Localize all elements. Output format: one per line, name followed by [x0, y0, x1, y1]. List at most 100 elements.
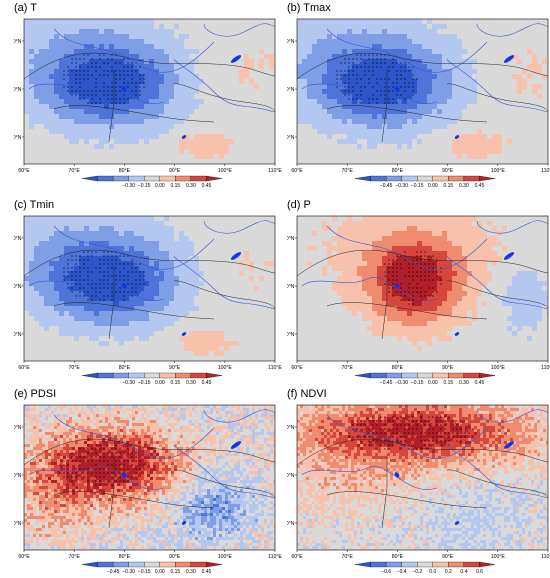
field-cell [224, 134, 229, 139]
field-cell [234, 69, 239, 74]
field-cell [322, 154, 327, 159]
field-cell [139, 251, 144, 256]
field-cell [99, 216, 104, 221]
field-cell [114, 271, 119, 276]
field-cell [139, 139, 144, 144]
field-cell [169, 296, 174, 301]
field-cell [124, 124, 129, 129]
field-cell [164, 129, 169, 134]
field-cell [144, 251, 149, 256]
field-cell [432, 59, 437, 64]
field-cell [64, 246, 69, 251]
field-cell [229, 286, 234, 291]
field-cell [134, 351, 139, 356]
field-cell [392, 59, 397, 64]
field-cell [174, 216, 179, 221]
field-cell [114, 69, 119, 74]
field-cell [204, 69, 209, 74]
field-cell [179, 241, 184, 246]
field-cell [119, 154, 124, 159]
field-cell [327, 149, 332, 154]
field-cell [184, 291, 189, 296]
field-cell [184, 246, 189, 251]
field-cell [229, 271, 234, 276]
field-cell [44, 316, 49, 321]
field-cell [224, 286, 229, 291]
field-cell [194, 69, 199, 74]
field-cell [307, 49, 312, 54]
field-cell [357, 124, 362, 129]
field-cell [204, 44, 209, 49]
field-cell [159, 24, 164, 29]
field-cell [84, 271, 89, 276]
field-cell [169, 94, 174, 99]
field-cell [24, 331, 29, 336]
field-cell [239, 336, 244, 341]
field-cell [317, 29, 322, 34]
field-cell [209, 351, 214, 356]
field-cell [149, 326, 154, 331]
field-cell [457, 94, 462, 99]
field-cell [154, 39, 159, 44]
field-cell [134, 321, 139, 326]
field-cell [229, 114, 234, 119]
stipple-dot [135, 66, 136, 67]
field-cell [59, 331, 64, 336]
field-cell [214, 104, 219, 109]
field-cell [312, 74, 317, 79]
field-cell [249, 94, 254, 99]
field-cell [512, 89, 517, 94]
stipple-dot [119, 78, 120, 79]
field-cell [139, 256, 144, 261]
field-cell [447, 44, 452, 49]
field-cell [54, 336, 59, 341]
field-cell [269, 291, 274, 296]
field-cell [69, 261, 74, 266]
field-cell [219, 356, 224, 361]
field-cell [259, 271, 264, 276]
field-cell [69, 331, 74, 336]
field-cell [104, 326, 109, 331]
field-cell [244, 34, 249, 39]
field-cell [199, 226, 204, 231]
field-cell [432, 74, 437, 79]
field-cell [174, 226, 179, 231]
field-cell [239, 281, 244, 286]
field-cell [59, 139, 64, 144]
field-cell [74, 316, 79, 321]
field-cell [114, 149, 119, 154]
field-cell [492, 74, 497, 79]
field-cell [179, 124, 184, 129]
field-cell [527, 69, 532, 74]
field-cell [214, 54, 219, 59]
field-cell [259, 241, 264, 246]
field-cell [34, 226, 39, 231]
field-cell [149, 59, 154, 64]
field-cell [427, 104, 432, 109]
field-cell [342, 134, 347, 139]
field-cell [49, 29, 54, 34]
field-cell [322, 119, 327, 124]
stipple-dot [364, 74, 365, 75]
field-cell [149, 301, 154, 306]
field-cell [29, 301, 34, 306]
field-cell [447, 39, 452, 44]
field-cell [69, 99, 74, 104]
field-cell [149, 19, 154, 24]
field-cell [502, 134, 507, 139]
field-cell [149, 241, 154, 246]
field-cell [199, 266, 204, 271]
field-cell [442, 54, 447, 59]
field-cell [477, 29, 482, 34]
field-cell [264, 134, 269, 139]
field-cell [317, 49, 322, 54]
field-cell [302, 134, 307, 139]
field-cell [317, 119, 322, 124]
stipple-dot [143, 283, 144, 284]
field-cell [502, 29, 507, 34]
field-cell [249, 19, 254, 24]
field-cell [169, 241, 174, 246]
field-cell [337, 74, 342, 79]
field-cell [104, 149, 109, 154]
field-cell [219, 109, 224, 114]
